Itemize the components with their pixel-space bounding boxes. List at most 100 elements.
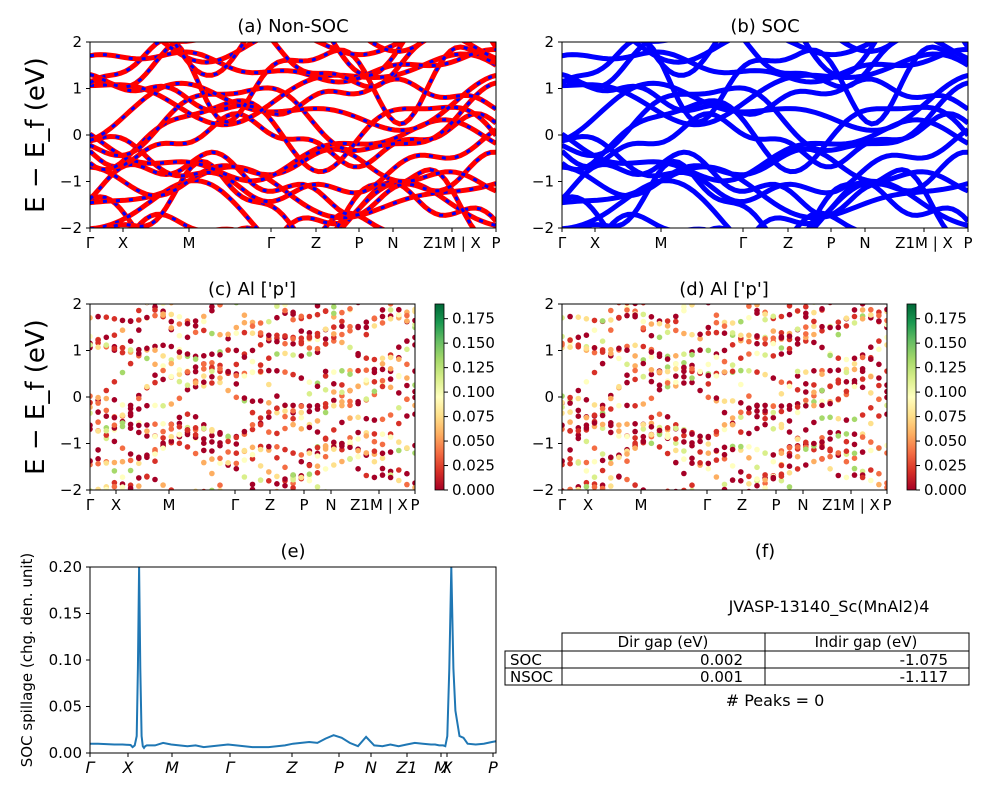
projection-point — [209, 330, 215, 337]
projection-point — [379, 450, 386, 457]
projection-point — [136, 395, 142, 402]
projection-point — [379, 431, 386, 438]
projection-point — [371, 474, 378, 481]
projection-point — [664, 380, 671, 386]
projection-point — [347, 455, 353, 462]
projection-point — [168, 487, 175, 490]
projection-point — [754, 340, 760, 347]
band-line-nonsoc — [90, 149, 496, 219]
projection-point — [331, 446, 337, 453]
projection-point — [160, 482, 166, 488]
projection-point — [567, 492, 573, 498]
projection-point — [681, 439, 687, 445]
x-tick-label: Z — [737, 496, 747, 514]
projection-point — [827, 383, 833, 390]
projection-point — [257, 421, 264, 428]
projection-point — [689, 304, 695, 308]
projection-point — [371, 458, 378, 465]
projection-point — [576, 271, 582, 277]
projection-point — [322, 453, 329, 460]
projection-point — [322, 336, 329, 342]
projection-point — [282, 350, 288, 357]
panel-f-title: (f) — [755, 541, 775, 562]
projection-point — [730, 258, 736, 264]
projection-point — [562, 422, 565, 428]
projection-point — [331, 462, 337, 468]
projection-point — [347, 402, 353, 409]
projection-point — [746, 332, 752, 339]
projection-point — [608, 422, 614, 429]
projection-point — [730, 262, 736, 268]
projection-point — [819, 439, 825, 445]
projection-point — [298, 340, 305, 347]
projection-point — [266, 332, 272, 339]
projection-point — [624, 402, 630, 409]
projection-point — [884, 382, 887, 388]
projection-point — [104, 519, 110, 525]
projection-point — [770, 375, 777, 381]
x-tick-label: N — [365, 758, 377, 777]
projection-point — [282, 476, 288, 482]
projection-point — [575, 342, 582, 348]
projection-point — [811, 331, 817, 338]
projection-point — [160, 298, 166, 304]
projection-point — [632, 421, 638, 427]
projection-point — [859, 366, 866, 372]
projection-point — [249, 409, 256, 416]
projection-point — [673, 287, 679, 293]
projection-point — [168, 304, 174, 306]
projection-point — [843, 356, 850, 363]
projection-point — [387, 307, 394, 313]
projection-point — [192, 368, 199, 375]
projection-point — [851, 465, 858, 472]
projection-point — [404, 520, 410, 526]
projection-point — [379, 465, 386, 472]
projection-point — [656, 351, 663, 357]
projection-point — [722, 522, 728, 528]
projection-point — [648, 371, 655, 378]
projection-point — [249, 422, 256, 428]
panel-e-series — [90, 567, 496, 750]
projection-point — [851, 313, 858, 320]
projection-point — [185, 296, 191, 302]
projection-point — [786, 418, 793, 424]
projection-point — [665, 488, 671, 490]
projection-point — [770, 414, 777, 421]
projection-point — [616, 511, 622, 517]
projection-point — [705, 324, 712, 331]
projection-point — [599, 451, 606, 457]
projection-point — [811, 402, 817, 409]
projection-point — [339, 318, 345, 325]
projection-point — [616, 454, 622, 461]
projection-point — [681, 456, 687, 462]
projection-point — [754, 446, 760, 453]
projection-point — [827, 429, 833, 436]
band-line-soc — [562, 42, 968, 127]
projection-point — [640, 426, 647, 432]
projection-point — [192, 356, 199, 362]
projection-point — [819, 490, 825, 496]
projection-point — [111, 414, 118, 421]
projection-point — [249, 451, 256, 458]
x-tick-label: Z — [783, 234, 793, 252]
projection-point — [152, 347, 158, 354]
projection-point — [274, 314, 280, 321]
projection-point — [860, 294, 866, 300]
projection-point — [136, 454, 142, 461]
projection-point — [599, 338, 606, 345]
y-tick-label: −2 — [532, 481, 554, 499]
projection-point — [770, 458, 777, 465]
projection-point — [681, 487, 687, 490]
projection-point — [851, 355, 858, 362]
projection-point — [257, 368, 264, 375]
x-tick-label: P — [491, 234, 500, 252]
projection-point — [746, 393, 752, 399]
x-tick-label: Γ — [558, 234, 567, 252]
projection-point — [876, 445, 882, 451]
projection-point — [599, 467, 606, 474]
projection-point — [803, 397, 809, 404]
projection-point — [363, 472, 370, 479]
projection-point — [103, 460, 110, 466]
projection-point — [851, 441, 858, 448]
projection-point — [355, 414, 361, 421]
